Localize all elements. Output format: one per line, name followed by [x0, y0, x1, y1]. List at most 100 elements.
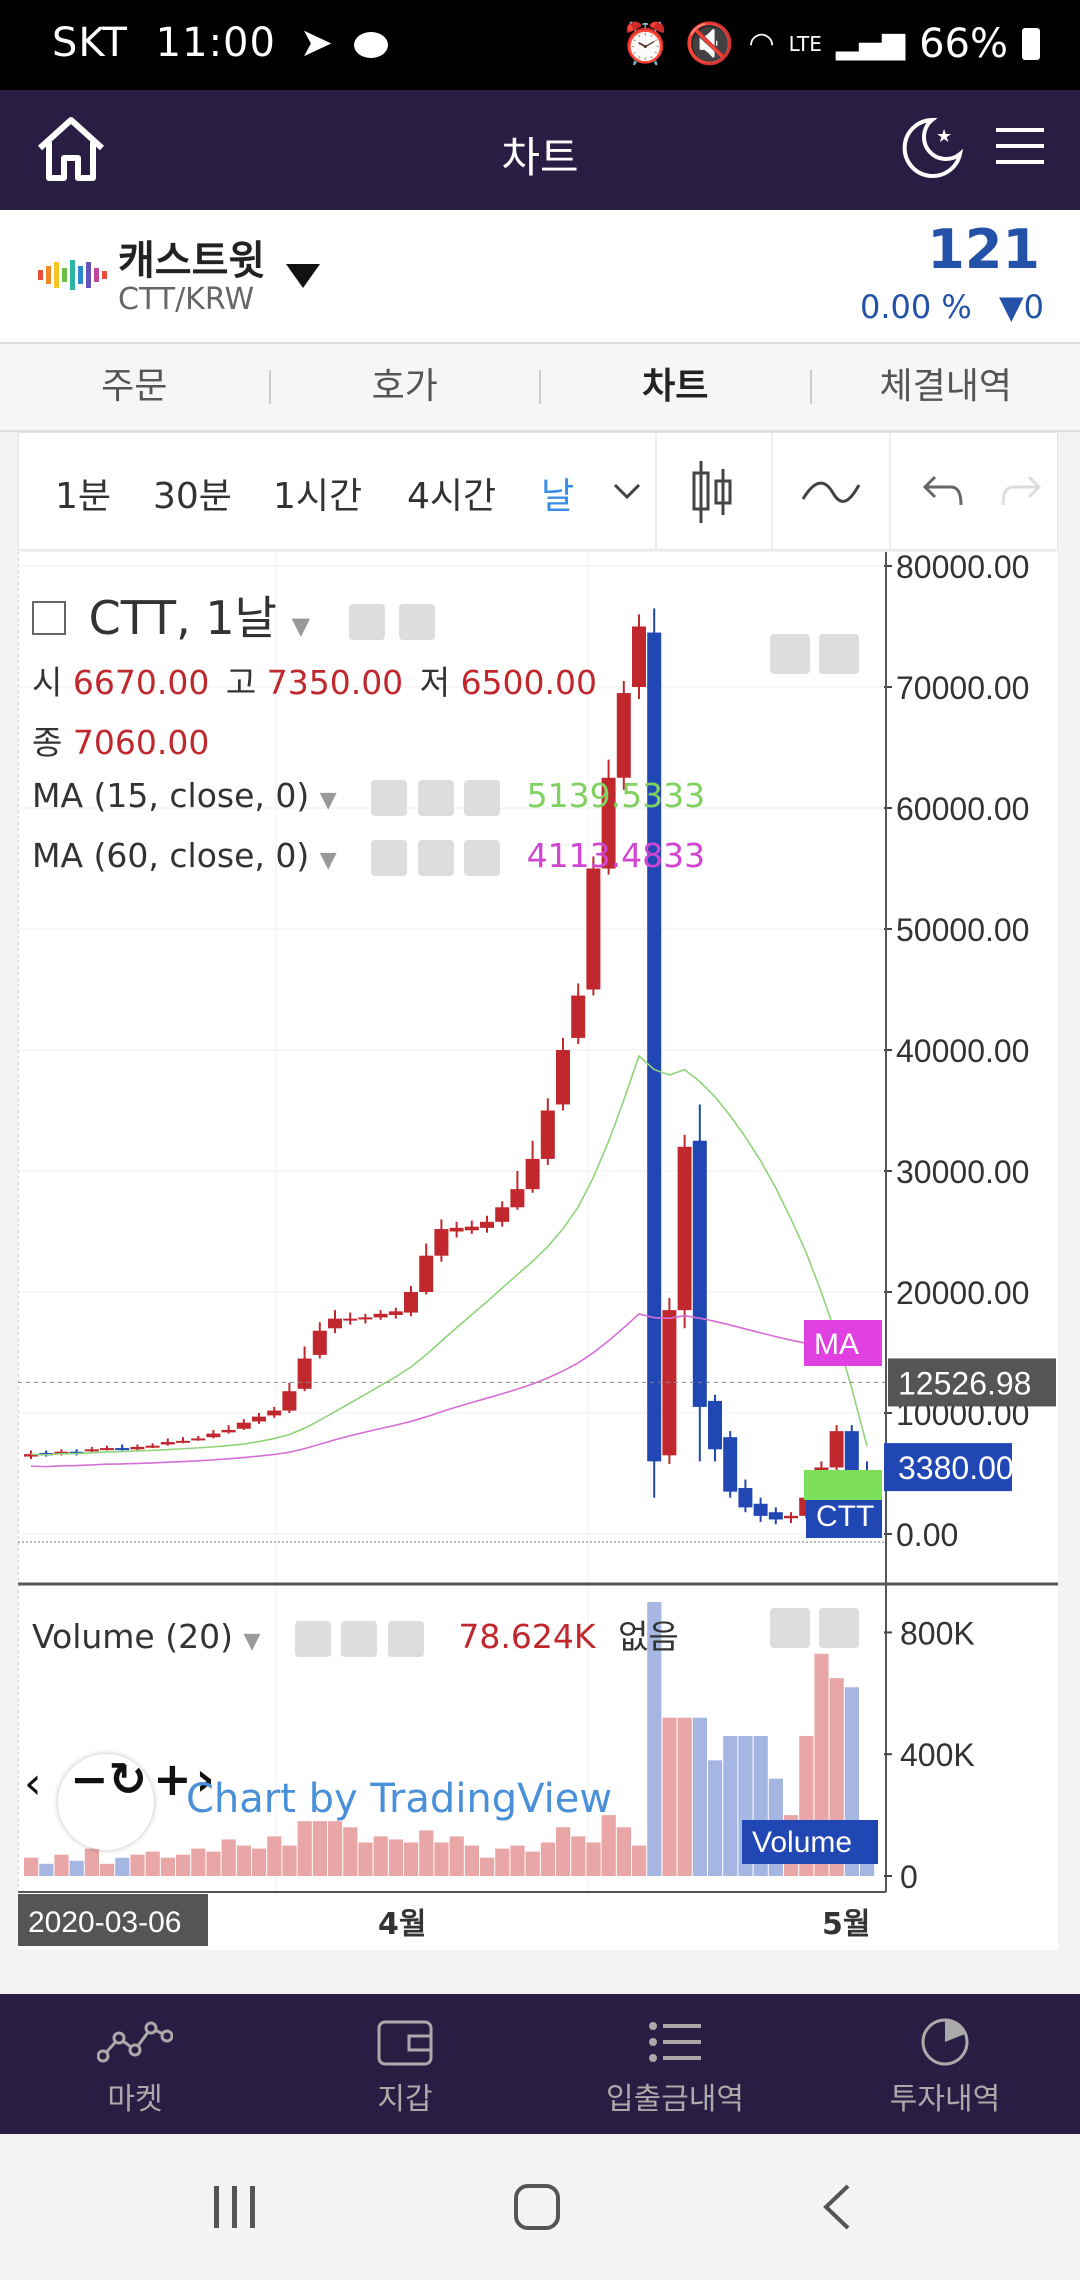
candle-body: [100, 1448, 114, 1451]
battery-icon: [1022, 27, 1040, 60]
scroll-right-icon[interactable]: ›: [195, 1752, 215, 1806]
candle-body: [252, 1416, 266, 1422]
volume-bar: [540, 1842, 555, 1876]
chevron-down-icon[interactable]: [611, 479, 643, 503]
volume-bar: [525, 1851, 540, 1876]
candle-body: [69, 1451, 84, 1454]
volume-bar: [176, 1854, 191, 1876]
coin-header: 캐스트윗 CTT/KRW 121 0.00 % ▼0: [0, 210, 1080, 344]
volume-label[interactable]: Volume (20): [32, 1617, 233, 1656]
price-axis-label: 60000.00: [896, 791, 1029, 827]
nav-wallet[interactable]: 지갑: [270, 1994, 540, 2134]
candle-body: [738, 1488, 753, 1508]
battery-level: 66%: [919, 20, 1008, 67]
candle-body: [844, 1431, 859, 1480]
chevron-down-icon[interactable]: ▼: [291, 612, 311, 640]
x-label-april: 4월: [378, 1907, 426, 1942]
tab-trades[interactable]: 체결내역: [879, 366, 1012, 407]
symbol-legend: CTT, 1날 ▼: [32, 582, 436, 648]
arrows-vertical-icon[interactable]: [819, 1608, 860, 1648]
volume-legend: Volume (20) ▼ 78.624K 없음: [32, 1610, 679, 1658]
tab-orderbook[interactable]: 호가: [371, 366, 438, 407]
volume-bar: [464, 1845, 479, 1876]
candle-body: [388, 1311, 403, 1315]
timeframe-1m[interactable]: 1분: [55, 476, 112, 517]
eye-icon[interactable]: [371, 839, 408, 876]
clock: 11:00: [155, 20, 276, 66]
crosshair-price-tag: [888, 1358, 1056, 1407]
ma15-label[interactable]: MA (15, close, 0): [32, 776, 310, 815]
timeframe-30m[interactable]: 30분: [153, 476, 232, 517]
reset-icon[interactable]: ↻: [108, 1752, 148, 1806]
timeframe-4h[interactable]: 4시간: [407, 476, 497, 517]
menu-button[interactable]: [996, 124, 1044, 172]
candle-body: [540, 1110, 555, 1159]
coin-dropdown-button[interactable]: [284, 262, 322, 294]
volume-bar: [388, 1839, 403, 1876]
zoom-in-icon[interactable]: +: [153, 1752, 192, 1806]
price-chart[interactable]: 80000.00 70000.00 60000.00 50000.00 40000.00…: [18, 552, 1058, 1950]
volume-bar: [708, 1760, 723, 1876]
candle-body: [282, 1391, 297, 1411]
recent-apps-icon[interactable]: [212, 2184, 258, 2230]
nav-market[interactable]: 마켓: [0, 1994, 270, 2134]
chevron-down-icon[interactable]: ▼: [243, 1629, 261, 1654]
gear-icon[interactable]: [341, 1620, 378, 1657]
moon-icon: ★: [902, 117, 964, 178]
close-icon[interactable]: [464, 779, 501, 816]
volume-bar: [160, 1857, 175, 1876]
timeframe-1h[interactable]: 1시간: [273, 476, 363, 517]
back-icon[interactable]: [820, 2182, 854, 2232]
arrow-up-icon[interactable]: [770, 1608, 810, 1648]
close-icon[interactable]: [464, 839, 501, 876]
volume-bar: [449, 1836, 464, 1876]
volume-bar: [404, 1842, 419, 1876]
eye-icon[interactable]: [294, 1620, 331, 1657]
zoom-out-icon[interactable]: −: [70, 1752, 109, 1806]
chevron-down-icon[interactable]: ▼: [319, 848, 337, 873]
volume-bar: [297, 1821, 312, 1876]
close-label: 종: [32, 723, 63, 762]
tab-chart[interactable]: 차트: [642, 366, 709, 407]
arrows-vertical-icon[interactable]: [819, 634, 860, 674]
alarm-icon: ⏰: [620, 21, 671, 67]
candle-body: [328, 1318, 342, 1329]
symbol-title[interactable]: CTT, 1날: [88, 591, 277, 645]
eye-icon[interactable]: [371, 779, 408, 816]
coin-change-value: ▼0: [999, 288, 1044, 326]
home-nav-icon[interactable]: [512, 2182, 562, 2232]
tab-order[interactable]: 주문: [101, 366, 168, 407]
gear-icon[interactable]: [399, 603, 436, 640]
volume-bar: [434, 1842, 449, 1876]
volume-bar: [556, 1827, 571, 1876]
eye-icon[interactable]: [348, 603, 385, 640]
ma60-label[interactable]: MA (60, close, 0): [32, 836, 310, 875]
tradingview-logo[interactable]: [58, 1754, 154, 1850]
collapse-icon[interactable]: [32, 600, 66, 635]
chart-area[interactable]: 80000.00 70000.00 60000.00 50000.00 40000.00…: [18, 552, 1058, 1950]
indicator-icon[interactable]: [801, 473, 861, 509]
volume-bar: [100, 1863, 115, 1876]
undo-icon[interactable]: [921, 473, 965, 509]
candle-body: [525, 1158, 540, 1190]
nav-deposit-history[interactable]: 입출금내역: [540, 1994, 810, 2134]
night-mode-button[interactable]: ★: [898, 114, 964, 184]
candle-body: [677, 1146, 692, 1311]
candlestick-icon[interactable]: [689, 457, 735, 527]
scroll-left-icon[interactable]: ‹: [24, 1758, 42, 1809]
watermark[interactable]: Chart by TradingView: [186, 1776, 613, 1822]
chevron-down-icon[interactable]: ▼: [319, 788, 337, 813]
nav-investment-history[interactable]: 투자내역: [810, 1994, 1080, 2134]
timeframe-day[interactable]: 날: [541, 476, 575, 517]
gear-icon[interactable]: [417, 839, 454, 876]
arrow-down-icon[interactable]: [770, 634, 810, 674]
date-tag-bg: [18, 1894, 208, 1946]
ma-tag: MA: [814, 1328, 859, 1361]
ma15-value: 5139.5333: [526, 776, 706, 815]
volume-scale-buttons: [770, 1608, 860, 1648]
volume-bar: [677, 1717, 692, 1876]
volume-bar: [358, 1842, 373, 1876]
close-icon[interactable]: [387, 1620, 424, 1657]
gear-icon[interactable]: [417, 779, 454, 816]
home-button[interactable]: [34, 112, 108, 190]
